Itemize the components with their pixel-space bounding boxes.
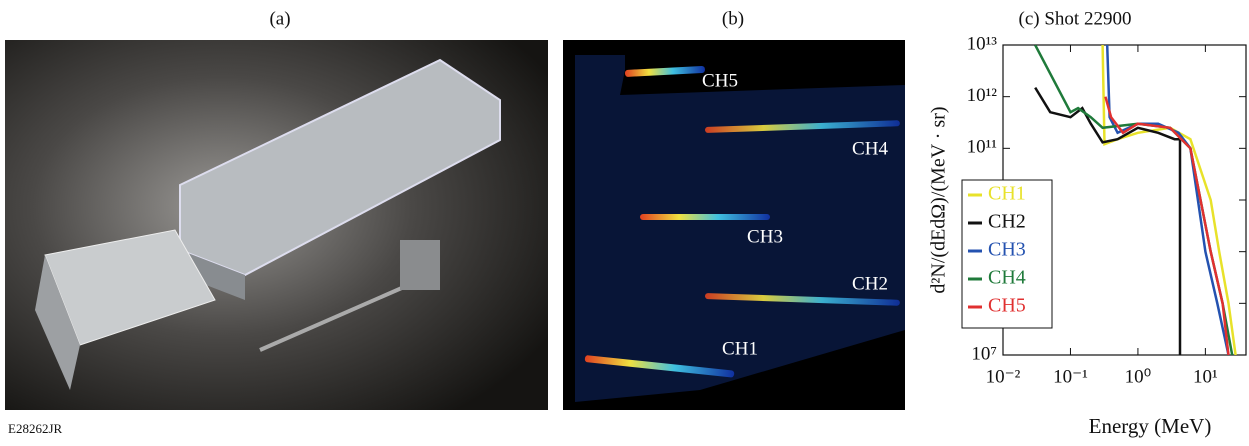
legend-label: CH3 bbox=[988, 239, 1026, 261]
x-tick-label: 10⁻¹ bbox=[1053, 366, 1088, 387]
data-line bbox=[1035, 45, 1232, 355]
x-tick-label: 10¹ bbox=[1193, 366, 1218, 387]
y-axis-label: d²N/(dEdΩ)/(MeV · sr) bbox=[928, 106, 950, 293]
legend-label: CH5 bbox=[988, 295, 1026, 317]
channel-label: CH5 bbox=[702, 70, 738, 91]
figure: (a) (b) E28262JR (c) Shot 22900 Energy (… bbox=[0, 0, 1249, 441]
photo bbox=[5, 40, 548, 410]
x-tick-label: 10⁻² bbox=[986, 366, 1021, 387]
plot-area bbox=[1035, 45, 1235, 355]
data-line bbox=[1103, 45, 1236, 355]
panel-label: (a) bbox=[269, 8, 290, 29]
channel-label: CH1 bbox=[722, 338, 758, 359]
chart-title: (c) Shot 22900 bbox=[1019, 8, 1132, 29]
panel-label: (b) bbox=[722, 8, 744, 29]
y-tick-label: 10¹³ bbox=[967, 33, 998, 54]
x-axis-label: Energy (MeV) bbox=[1089, 414, 1212, 438]
figure-id: E28262JR bbox=[8, 421, 63, 436]
channel-label: CH3 bbox=[747, 226, 783, 247]
y-tick-label: 10⁷ bbox=[971, 343, 997, 364]
legend-label: CH4 bbox=[988, 267, 1026, 289]
channel-label: CH2 bbox=[852, 273, 888, 294]
legend-label: CH2 bbox=[988, 211, 1026, 233]
channel-label: CH4 bbox=[852, 138, 888, 159]
y-tick-label: 10¹¹ bbox=[967, 137, 998, 158]
y-tick-label: 10¹² bbox=[967, 85, 998, 106]
x-tick-label: 10⁰ bbox=[1125, 366, 1152, 387]
legend-label: CH1 bbox=[988, 183, 1026, 205]
